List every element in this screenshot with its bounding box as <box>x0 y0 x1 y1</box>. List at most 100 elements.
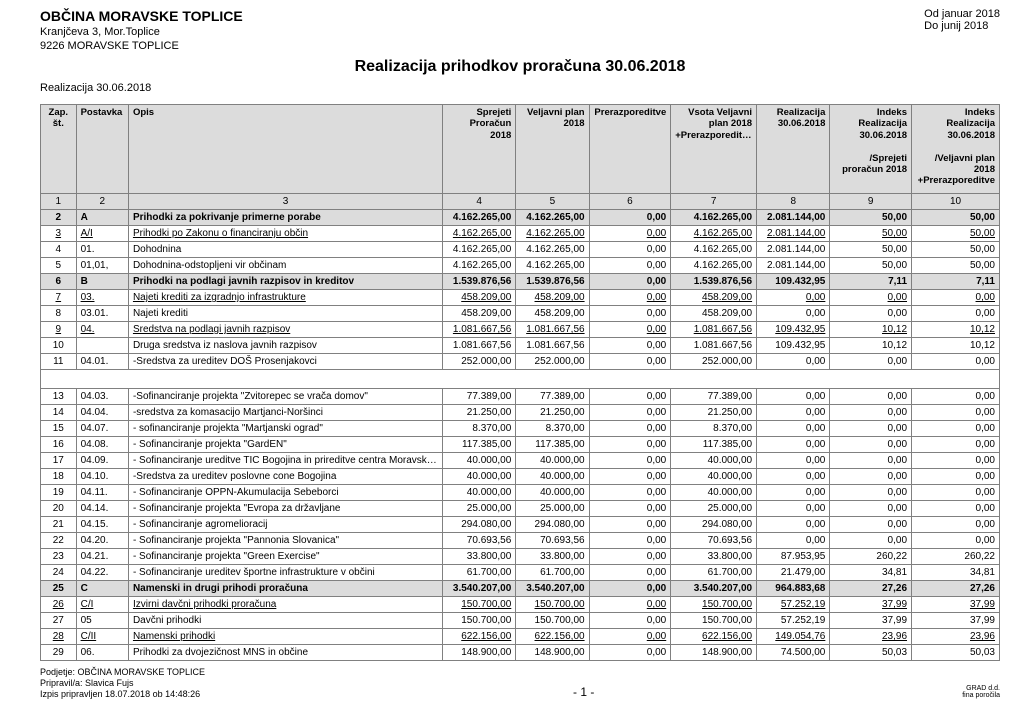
cell-postavka: 04.04. <box>76 405 128 421</box>
table-row: 1404.04.-sredstva za komasacijo Martjanc… <box>41 405 1000 421</box>
cell-value: 34,81 <box>830 565 912 581</box>
cell-opis: -Sofinanciranje projekta "Zvitorepec se … <box>128 389 442 405</box>
cell-zap: 27 <box>41 613 77 629</box>
cell-value: 458.209,00 <box>671 306 757 322</box>
cell-zap: 23 <box>41 549 77 565</box>
col-number: 4 <box>443 194 516 210</box>
cell-value: 252.000,00 <box>443 354 516 370</box>
cell-value: 0,00 <box>830 453 912 469</box>
cell-value: 50,03 <box>830 645 912 661</box>
cell-zap: 13 <box>41 389 77 405</box>
table-row: 1804.10.-Sredstva za ureditev poslovne c… <box>41 469 1000 485</box>
cell-opis: Najeti krediti <box>128 306 442 322</box>
cell-value: 0,00 <box>589 453 671 469</box>
header-row: Zap. št.PostavkaOpisSprejeti Proračun 20… <box>41 105 1000 194</box>
cell-value: 0,00 <box>589 533 671 549</box>
cell-value: 458.209,00 <box>443 306 516 322</box>
cell-value: 260,22 <box>830 549 912 565</box>
cell-postavka: 06. <box>76 645 128 661</box>
cell-opis: Namenski in drugi prihodi proračuna <box>128 581 442 597</box>
cell-postavka: 01,01, <box>76 258 128 274</box>
cell-value: 0,00 <box>589 549 671 565</box>
footer-timestamp: Izpis pripravljen 18.07.2018 ob 14:48:26 <box>40 689 205 700</box>
cell-value: 70.693,56 <box>516 533 589 549</box>
cell-value: 25.000,00 <box>671 501 757 517</box>
cell-postavka: 04.11. <box>76 485 128 501</box>
cell-postavka: 04.21. <box>76 549 128 565</box>
cell-value: 4.162.265,00 <box>443 226 516 242</box>
org-name: OBČINA MORAVSKE TOPLICE <box>40 8 243 24</box>
col-number: 6 <box>589 194 671 210</box>
data-table: Zap. št.PostavkaOpisSprejeti Proračun 20… <box>40 104 1000 661</box>
cell-postavka: 04.01. <box>76 354 128 370</box>
cell-value: 8.370,00 <box>443 421 516 437</box>
cell-value: 4.162.265,00 <box>671 226 757 242</box>
cell-value: 0,00 <box>589 322 671 338</box>
table-row: 1504.07.- sofinanciranje projekta "Martj… <box>41 421 1000 437</box>
cell-value: 0,00 <box>757 421 830 437</box>
cell-value: 61.700,00 <box>516 565 589 581</box>
footer-company: Podjetje: OBČINA MORAVSKE TOPLICE <box>40 667 205 678</box>
table-row <box>41 370 1000 389</box>
cell-value: 0,00 <box>589 485 671 501</box>
cell-opis: - Sofinanciranje ureditev športne infras… <box>128 565 442 581</box>
cell-value: 0,00 <box>589 405 671 421</box>
cell-value: 0,00 <box>830 533 912 549</box>
cell-value: 458.209,00 <box>516 290 589 306</box>
cell-zap: 18 <box>41 469 77 485</box>
cell-value: 0,00 <box>830 354 912 370</box>
cell-value: 117.385,00 <box>443 437 516 453</box>
cell-postavka: C <box>76 581 128 597</box>
cell-opis: Prihodki po Zakonu o financiranju občin <box>128 226 442 242</box>
cell-value: 0,00 <box>912 517 1000 533</box>
cell-opis: - Sofinanciranje projekta "Evropa za drž… <box>128 501 442 517</box>
cell-zap: 21 <box>41 517 77 533</box>
cell-value: 0,00 <box>589 565 671 581</box>
cell-value: 40.000,00 <box>671 469 757 485</box>
cell-value: 0,00 <box>830 501 912 517</box>
org-block: OBČINA MORAVSKE TOPLICE Kranjčeva 3, Mor… <box>40 8 243 52</box>
col-number: 3 <box>128 194 442 210</box>
cell-value: 0,00 <box>757 290 830 306</box>
cell-value: 50,00 <box>830 210 912 226</box>
cell-value: 87.953,95 <box>757 549 830 565</box>
cell-opis: -sredstva za komasacijo Martjanci-Noršin… <box>128 405 442 421</box>
cell-value: 50,00 <box>912 226 1000 242</box>
cell-zap: 20 <box>41 501 77 517</box>
cell-value: 148.900,00 <box>671 645 757 661</box>
cell-value: 0,00 <box>757 533 830 549</box>
cell-value: 150.700,00 <box>516 597 589 613</box>
cell-value: 0,00 <box>912 405 1000 421</box>
cell-zap: 28 <box>41 629 77 645</box>
table-row: 28C/IINamenski prihodki622.156,00622.156… <box>41 629 1000 645</box>
cell-value: 150.700,00 <box>516 613 589 629</box>
cell-opis: Najeti krediti za izgradnjo infrastruktu… <box>128 290 442 306</box>
cell-value: 458.209,00 <box>516 306 589 322</box>
cell-value: 8.370,00 <box>516 421 589 437</box>
org-addr1: Kranjčeva 3, Mor.Toplice <box>40 26 243 38</box>
cell-value: 150.700,00 <box>671 613 757 629</box>
cell-value: 3.540.207,00 <box>443 581 516 597</box>
cell-value: 964.883,68 <box>757 581 830 597</box>
col-header: Realizacija 30.06.2018 <box>757 105 830 194</box>
cell-opis: -Sredstva za ureditev DOŠ Prosenjakovci <box>128 354 442 370</box>
cell-value: 27,26 <box>830 581 912 597</box>
cell-value: 0,00 <box>589 274 671 290</box>
cell-zap: 17 <box>41 453 77 469</box>
cell-value: 0,00 <box>912 533 1000 549</box>
cell-value: 0,00 <box>830 405 912 421</box>
cell-postavka: 04.03. <box>76 389 128 405</box>
table-row: 1704.09.- Sofinanciranje ureditve TIC Bo… <box>41 453 1000 469</box>
col-number: 9 <box>830 194 912 210</box>
cell-postavka: 04.14. <box>76 501 128 517</box>
cell-zap: 14 <box>41 405 77 421</box>
cell-opis: Prihodki za dvojezičnost MNS in občine <box>128 645 442 661</box>
cell-value: 0,00 <box>912 389 1000 405</box>
cell-zap: 15 <box>41 421 77 437</box>
table-row: 2104.15.- Sofinanciranje agromelioracij2… <box>41 517 1000 533</box>
cell-value: 33.800,00 <box>671 549 757 565</box>
cell-value: 0,00 <box>589 629 671 645</box>
cell-value: 74.500,00 <box>757 645 830 661</box>
cell-value: 7,11 <box>830 274 912 290</box>
cell-value: 0,00 <box>589 645 671 661</box>
